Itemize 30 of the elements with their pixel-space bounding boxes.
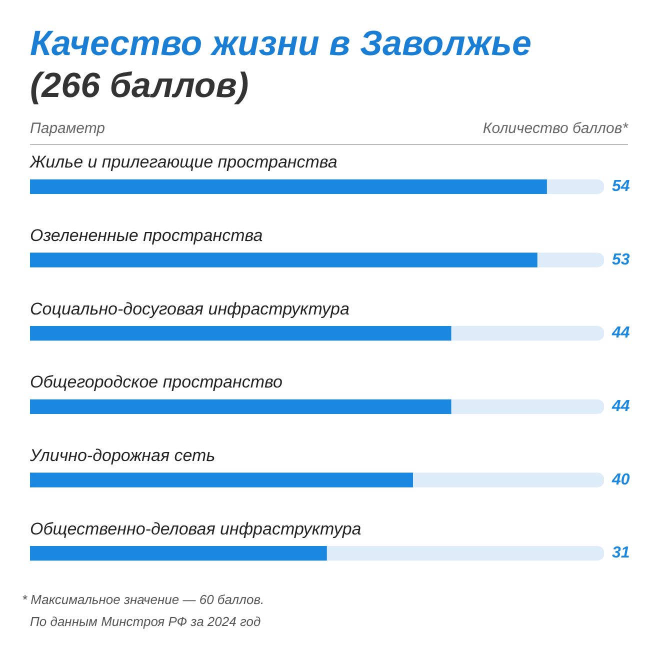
- bar: [30, 399, 452, 414]
- data-label: 53: [612, 251, 630, 268]
- y-tick-label: Общественно-деловая инфраструктура: [30, 519, 362, 538]
- text: По данным Минстроя РФ за 2024 год: [30, 614, 261, 629]
- bar: [30, 179, 547, 194]
- data-label: 44: [611, 398, 630, 416]
- y-tick-label: Социально-досуговая инфраструктура: [30, 299, 350, 318]
- data-label: 31: [612, 544, 630, 562]
- bar: [30, 252, 538, 268]
- bar: [450, 399, 604, 414]
- data-label: 54: [612, 178, 630, 196]
- chart-subtitle: (266 баллов): [30, 66, 249, 106]
- bar: [412, 472, 604, 488]
- annotation: * Максимальное значение — 60 баллов.: [22, 592, 264, 607]
- bar: [536, 252, 604, 268]
- chart-title: Качество жизни в Заволжье: [30, 24, 532, 64]
- bar: [30, 472, 413, 488]
- x-axis-title: Количество баллов*: [482, 120, 628, 137]
- y-tick-label: Общегородское пространство: [30, 372, 282, 392]
- y-axis-title: Параметр: [30, 120, 106, 137]
- bar: [30, 546, 327, 561]
- bar: [30, 326, 452, 341]
- y-tick-label: Озелененные пространства: [30, 226, 263, 245]
- y-tick-label: Жилье и прилегающие пространства: [29, 152, 338, 172]
- bar: [450, 326, 604, 341]
- data-label: 40: [611, 471, 630, 488]
- data-label: 44: [611, 324, 630, 342]
- bar: [326, 546, 604, 561]
- y-tick-label: Улично-дорожная сеть: [29, 446, 216, 465]
- bar: [546, 179, 604, 194]
